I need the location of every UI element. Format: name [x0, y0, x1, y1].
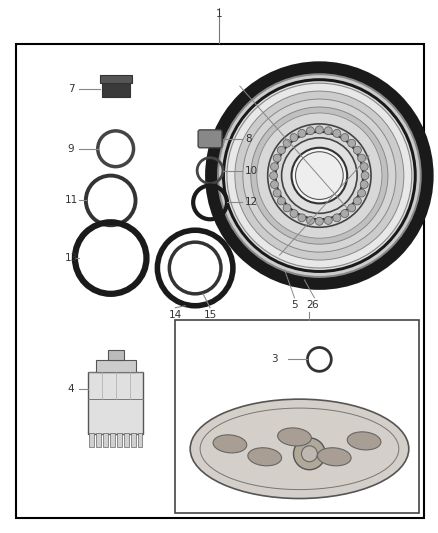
Circle shape: [315, 217, 323, 225]
Text: 12: 12: [245, 197, 258, 207]
Text: 5: 5: [291, 300, 298, 310]
Circle shape: [341, 134, 349, 142]
Circle shape: [225, 81, 414, 270]
Text: 2: 2: [306, 300, 313, 310]
Bar: [124, 433, 129, 447]
Circle shape: [301, 446, 318, 462]
Ellipse shape: [278, 428, 311, 446]
Circle shape: [348, 204, 356, 212]
Circle shape: [273, 189, 281, 197]
Text: 7: 7: [67, 84, 74, 94]
Ellipse shape: [318, 448, 351, 466]
Circle shape: [273, 154, 281, 162]
Circle shape: [324, 127, 332, 135]
Ellipse shape: [190, 399, 409, 498]
Text: 9: 9: [67, 144, 74, 154]
Bar: [175, 320, 419, 513]
Circle shape: [361, 172, 369, 180]
Circle shape: [277, 197, 285, 205]
Circle shape: [271, 163, 279, 171]
Circle shape: [235, 91, 404, 260]
Bar: [103, 433, 108, 447]
Bar: [108, 351, 124, 360]
Bar: [96, 433, 101, 447]
Bar: [16, 44, 424, 519]
Circle shape: [307, 127, 314, 135]
Circle shape: [298, 130, 306, 138]
Circle shape: [315, 126, 323, 134]
Circle shape: [333, 130, 341, 138]
Circle shape: [324, 216, 332, 224]
Text: 6: 6: [311, 300, 318, 310]
Circle shape: [357, 154, 366, 162]
Circle shape: [283, 204, 291, 212]
Circle shape: [341, 209, 349, 217]
Text: 3: 3: [271, 354, 278, 365]
Ellipse shape: [347, 432, 381, 450]
Circle shape: [290, 209, 298, 217]
Circle shape: [283, 139, 291, 147]
Circle shape: [348, 139, 356, 147]
Circle shape: [292, 148, 347, 204]
Text: 11: 11: [64, 196, 78, 205]
Circle shape: [360, 163, 368, 171]
Text: 13: 13: [64, 253, 78, 263]
Circle shape: [357, 189, 366, 197]
Bar: [88, 373, 144, 434]
Circle shape: [353, 146, 361, 154]
Text: 8: 8: [245, 134, 251, 144]
Circle shape: [360, 181, 368, 189]
Circle shape: [333, 214, 341, 222]
Text: 1: 1: [215, 9, 223, 19]
FancyBboxPatch shape: [198, 130, 222, 148]
Circle shape: [296, 152, 343, 199]
Circle shape: [290, 134, 298, 142]
Bar: [102, 83, 130, 97]
Circle shape: [293, 438, 325, 470]
Circle shape: [307, 216, 314, 224]
Circle shape: [219, 75, 420, 276]
Circle shape: [277, 146, 285, 154]
Circle shape: [257, 113, 382, 238]
Text: 10: 10: [245, 166, 258, 175]
Circle shape: [217, 73, 422, 278]
Circle shape: [251, 107, 388, 244]
Circle shape: [270, 172, 278, 180]
Text: 4: 4: [67, 384, 74, 394]
Bar: [89, 433, 94, 447]
Ellipse shape: [248, 448, 282, 466]
Bar: [138, 433, 142, 447]
Circle shape: [353, 197, 361, 205]
Ellipse shape: [213, 435, 247, 453]
Circle shape: [282, 138, 357, 213]
Text: 14: 14: [169, 310, 182, 320]
Text: 15: 15: [203, 310, 217, 320]
Circle shape: [227, 83, 412, 268]
Bar: [131, 433, 135, 447]
Circle shape: [298, 214, 306, 222]
Circle shape: [222, 78, 417, 273]
Bar: [117, 433, 122, 447]
Bar: [110, 433, 115, 447]
Circle shape: [243, 99, 396, 252]
Bar: [96, 360, 135, 373]
Bar: [100, 75, 131, 83]
Circle shape: [271, 181, 279, 189]
Circle shape: [205, 61, 434, 290]
